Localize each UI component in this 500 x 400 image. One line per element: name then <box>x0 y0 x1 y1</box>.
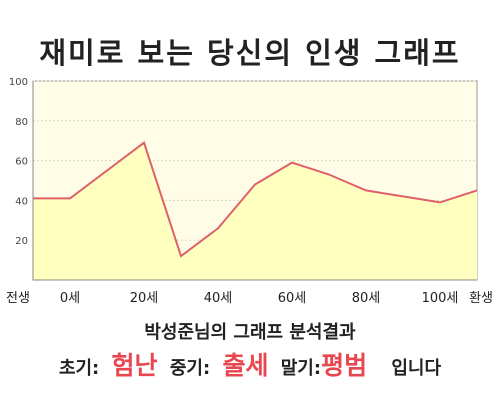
late-value: 평범 <box>321 351 368 380</box>
x-tick-label: 40세 <box>204 291 233 306</box>
middle-label: 중기: <box>169 358 211 379</box>
x-tick-label: 100세 <box>422 291 459 306</box>
series-line <box>33 141 478 258</box>
x-tick-label: 60세 <box>278 291 307 306</box>
middle-value: 출세 <box>222 351 269 380</box>
series-area-fill <box>33 142 477 280</box>
x-tick-label: 80세 <box>352 291 381 306</box>
x-tick-label: 전생 <box>6 291 30 306</box>
x-tick-label: 환생 <box>469 291 493 306</box>
summary-line: 초기: 험난 중기: 출세 말기:평범 입니다 <box>0 346 500 382</box>
y-tick-label: 80 <box>15 117 28 128</box>
late-label: 말기: <box>280 358 322 379</box>
x-tick-label: 0세 <box>60 291 80 306</box>
x-tick-label: 20세 <box>130 291 159 306</box>
y-tick-label: 60 <box>15 157 28 168</box>
chart-title: 재미로 보는 당신의 인생 그래프 <box>39 36 461 70</box>
x-axis-ticks: 전생 0세 20세 40세 60세 80세 100세 환생 <box>6 291 493 306</box>
summary-suffix: 입니다 <box>391 358 442 379</box>
y-axis-ticks: 20 40 60 80 100 <box>9 77 28 247</box>
y-tick-label: 40 <box>15 196 28 207</box>
y-tick-label: 100 <box>9 77 28 88</box>
y-tick-label: 20 <box>15 236 28 247</box>
summary-heading: 박성준님의 그래프 분석결과 <box>144 322 356 343</box>
early-label: 초기: <box>58 358 100 379</box>
early-value: 험난 <box>111 351 158 380</box>
